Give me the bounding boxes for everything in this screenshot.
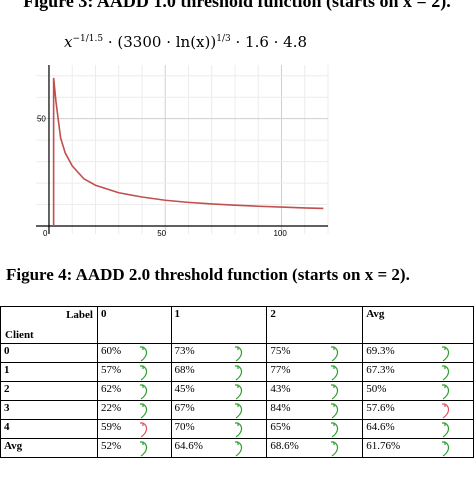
formula-tail: · 1.6 · 4.8	[235, 33, 308, 51]
client-cell: 1	[0, 362, 98, 382]
annotation-arrow-icon	[442, 403, 450, 419]
value-cell: 61.76%	[362, 438, 474, 458]
annotation-arrow-icon	[442, 384, 450, 400]
value-cell: 65%	[266, 419, 364, 439]
annotation-arrow-icon	[235, 384, 243, 400]
annotation-arrow-icon	[139, 422, 147, 438]
value-cell: 73%	[170, 343, 268, 363]
results-table: Label Client 0 1 2 Avg 0 60% 73% 75% 69.3% 1 5…	[0, 306, 474, 458]
annotation-arrow-icon	[235, 365, 243, 381]
formula-middle: · (3300 · ln(x))	[107, 33, 217, 51]
annotation-arrow-icon	[331, 365, 339, 381]
table-row: Avg 52% 64.6% 68.6% 61.76%	[0, 438, 474, 458]
annotation-arrow-icon	[331, 403, 339, 419]
annotation-arrow-icon	[235, 441, 243, 457]
value-cell: 64.6%	[362, 419, 474, 439]
annotation-arrow-icon	[139, 365, 147, 381]
value-cell: 68%	[170, 362, 268, 382]
client-cell: 4	[0, 419, 98, 439]
value-cell: 77%	[266, 362, 364, 382]
threshold-formula: x−1/1.5 · (3300 · ln(x))1/3 · 1.6 · 4.8	[64, 33, 307, 51]
annotation-arrow-icon	[442, 441, 450, 457]
column-header: 1	[170, 306, 268, 344]
value-cell: 22%	[97, 400, 172, 420]
label-header: Label	[66, 309, 93, 321]
value-cell: 67%	[170, 400, 268, 420]
table-header-row: Label Client 0 1 2 Avg	[0, 306, 474, 344]
table-row: 1 57% 68% 77% 67.3%	[0, 362, 474, 382]
value-cell: 50%	[362, 381, 474, 401]
value-cell: 59%	[97, 419, 172, 439]
y-tick-label: 50	[37, 115, 46, 124]
value-cell: 57.6%	[362, 400, 474, 420]
x-tick-label: 100	[273, 229, 287, 238]
formula-exponent1: −1/1.5	[72, 34, 104, 44]
value-cell: 75%	[266, 343, 364, 363]
annotation-arrow-icon	[331, 441, 339, 457]
x-tick-label: 0	[43, 229, 48, 238]
threshold-chart: 0 50 100 50	[36, 65, 329, 238]
client-cell: 0	[0, 343, 98, 363]
value-cell: 43%	[266, 381, 364, 401]
client-header: Client	[5, 329, 34, 341]
formula-exponent2: 1/3	[216, 34, 231, 44]
annotation-arrow-icon	[235, 346, 243, 362]
annotation-arrow-icon	[139, 403, 147, 419]
value-cell: 70%	[170, 419, 268, 439]
annotation-arrow-icon	[442, 422, 450, 438]
value-cell: 62%	[97, 381, 172, 401]
table-row: 3 22% 67% 84% 57.6%	[0, 400, 474, 420]
value-cell: 45%	[170, 381, 268, 401]
annotation-arrow-icon	[139, 441, 147, 457]
chart-ticks: 0 50 100 50	[37, 115, 287, 238]
figure4-caption: Figure 4: AADD 2.0 threshold function (s…	[6, 265, 410, 284]
annotation-arrow-icon	[331, 384, 339, 400]
value-cell: 68.6%	[266, 438, 364, 458]
figure3-caption: Figure 3: AADD 1.0 threshold function (s…	[23, 0, 451, 11]
annotation-arrow-icon	[235, 422, 243, 438]
client-cell: 3	[0, 400, 98, 420]
table-row: 4 59% 70% 65% 64.6%	[0, 419, 474, 439]
chart-grid	[36, 65, 329, 234]
value-cell: 60%	[97, 343, 172, 363]
annotation-arrow-icon	[331, 346, 339, 362]
value-cell: 52%	[97, 438, 172, 458]
formula-base: x	[64, 33, 73, 51]
table-row: 2 62% 45% 43% 50%	[0, 381, 474, 401]
annotation-arrow-icon	[139, 346, 147, 362]
annotation-arrow-icon	[139, 384, 147, 400]
series-line	[52, 77, 324, 226]
annotation-arrow-icon	[442, 346, 450, 362]
table-row: 0 60% 73% 75% 69.3%	[0, 343, 474, 363]
x-tick-label: 50	[157, 229, 166, 238]
header-label-client-cell: Label Client	[0, 306, 98, 344]
value-cell: 64.6%	[170, 438, 268, 458]
column-header: Avg	[362, 306, 474, 344]
annotation-arrow-icon	[235, 403, 243, 419]
client-cell: 2	[0, 381, 98, 401]
value-cell: 84%	[266, 400, 364, 420]
value-cell: 67.3%	[362, 362, 474, 382]
value-cell: 69.3%	[362, 343, 474, 363]
column-header: 0	[97, 306, 172, 344]
annotation-arrow-icon	[331, 422, 339, 438]
value-cell: 57%	[97, 362, 172, 382]
column-header: 2	[266, 306, 364, 344]
annotation-arrow-icon	[442, 365, 450, 381]
client-cell: Avg	[0, 438, 98, 458]
